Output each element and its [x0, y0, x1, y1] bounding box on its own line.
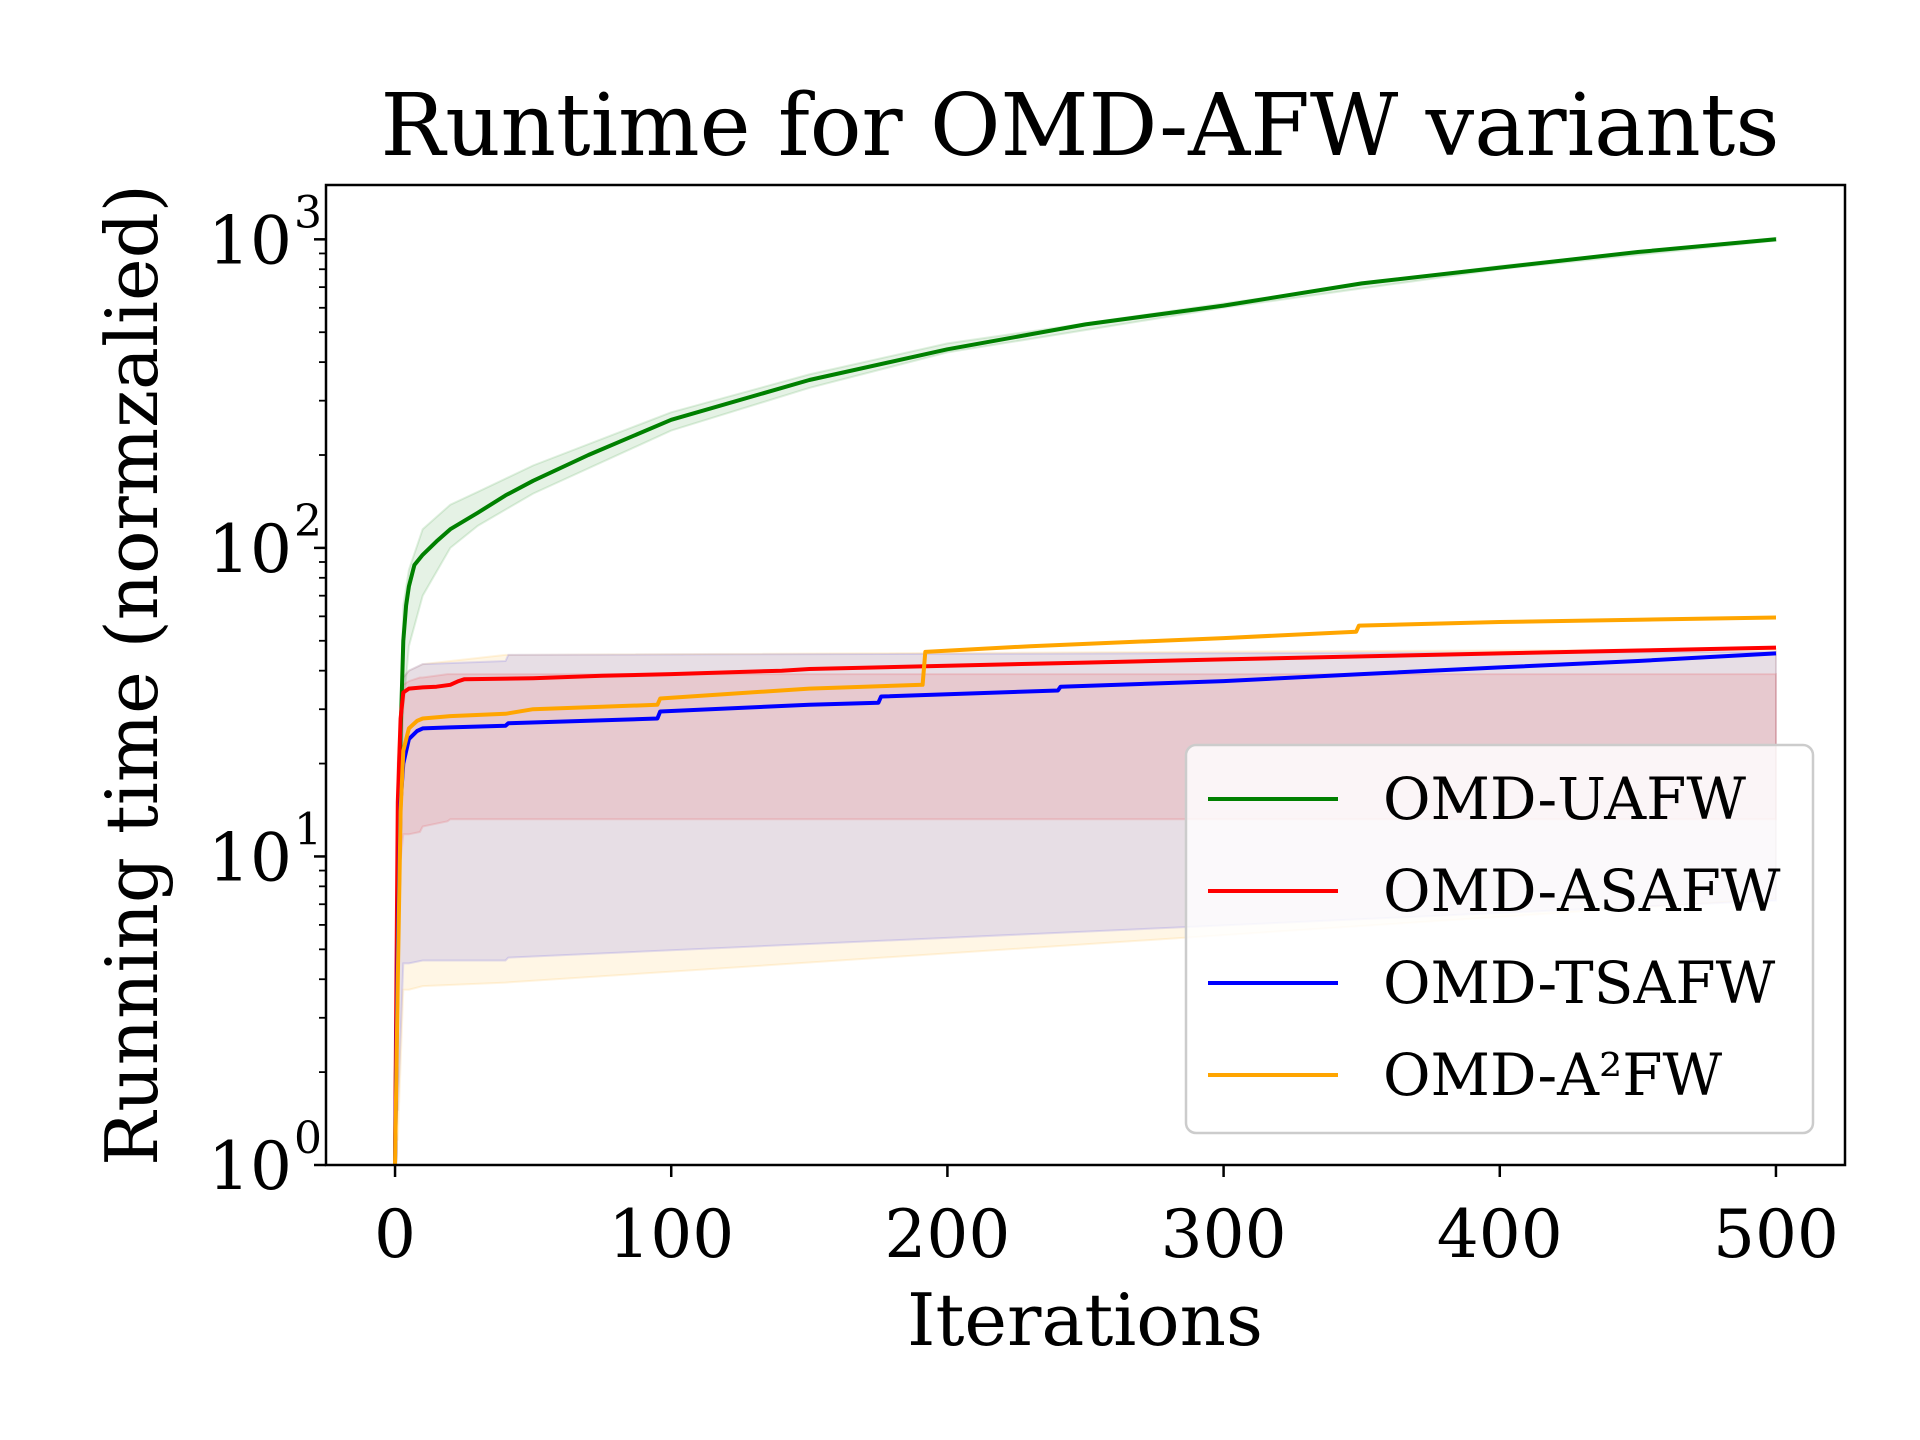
y-tick-exponent: 2	[294, 496, 322, 547]
y-tick-label: 10	[208, 511, 292, 588]
legend-label-omd-asafw: OMD-ASAFW	[1383, 857, 1781, 925]
chart-title: Runtime for OMD-AFW variants	[381, 76, 1780, 176]
y-tick-label: 10	[208, 1128, 292, 1205]
x-tick-label: 300	[1161, 1196, 1287, 1273]
y-tick-exponent: 1	[294, 804, 322, 855]
x-tick-label: 0	[374, 1196, 416, 1273]
legend-box	[1184, 743, 1815, 1135]
x-axis-label: Iterations	[907, 1278, 1263, 1362]
legend-label-omd-uafw: OMD-UAFW	[1383, 765, 1746, 833]
y-tick-label: 10	[208, 819, 292, 896]
x-tick-label: 500	[1713, 1196, 1839, 1273]
x-axis-ticks: 0 100 200 300 400 500	[374, 1165, 1839, 1273]
line-omd-asafw	[393, 645, 1777, 1166]
legend-label-omd-a-fw: OMD-A²FW	[1383, 1041, 1722, 1109]
y-tick-exponent: 0	[294, 1113, 322, 1164]
line-omd-uafw	[393, 237, 1777, 1166]
x-tick-label: 200	[884, 1196, 1010, 1273]
x-tick-label: 400	[1437, 1196, 1563, 1273]
legend-label-omd-tsafw: OMD-TSAFW	[1383, 949, 1776, 1017]
plot-frame	[324, 183, 1847, 1167]
line-omd-tsafw	[393, 651, 1777, 1166]
y-axis-label: Running time (normzalied)	[90, 184, 174, 1166]
legend: OMD-UAFW OMD-ASAFW OMD-TSAFW OMD-A²FW	[1184, 743, 1815, 1135]
y-tick-label: 10	[208, 202, 292, 279]
y-tick-exponent: 3	[294, 187, 322, 238]
series-lines	[393, 237, 1777, 1166]
x-tick-label: 100	[608, 1196, 734, 1273]
line-omd-a-fw	[393, 615, 1777, 1166]
